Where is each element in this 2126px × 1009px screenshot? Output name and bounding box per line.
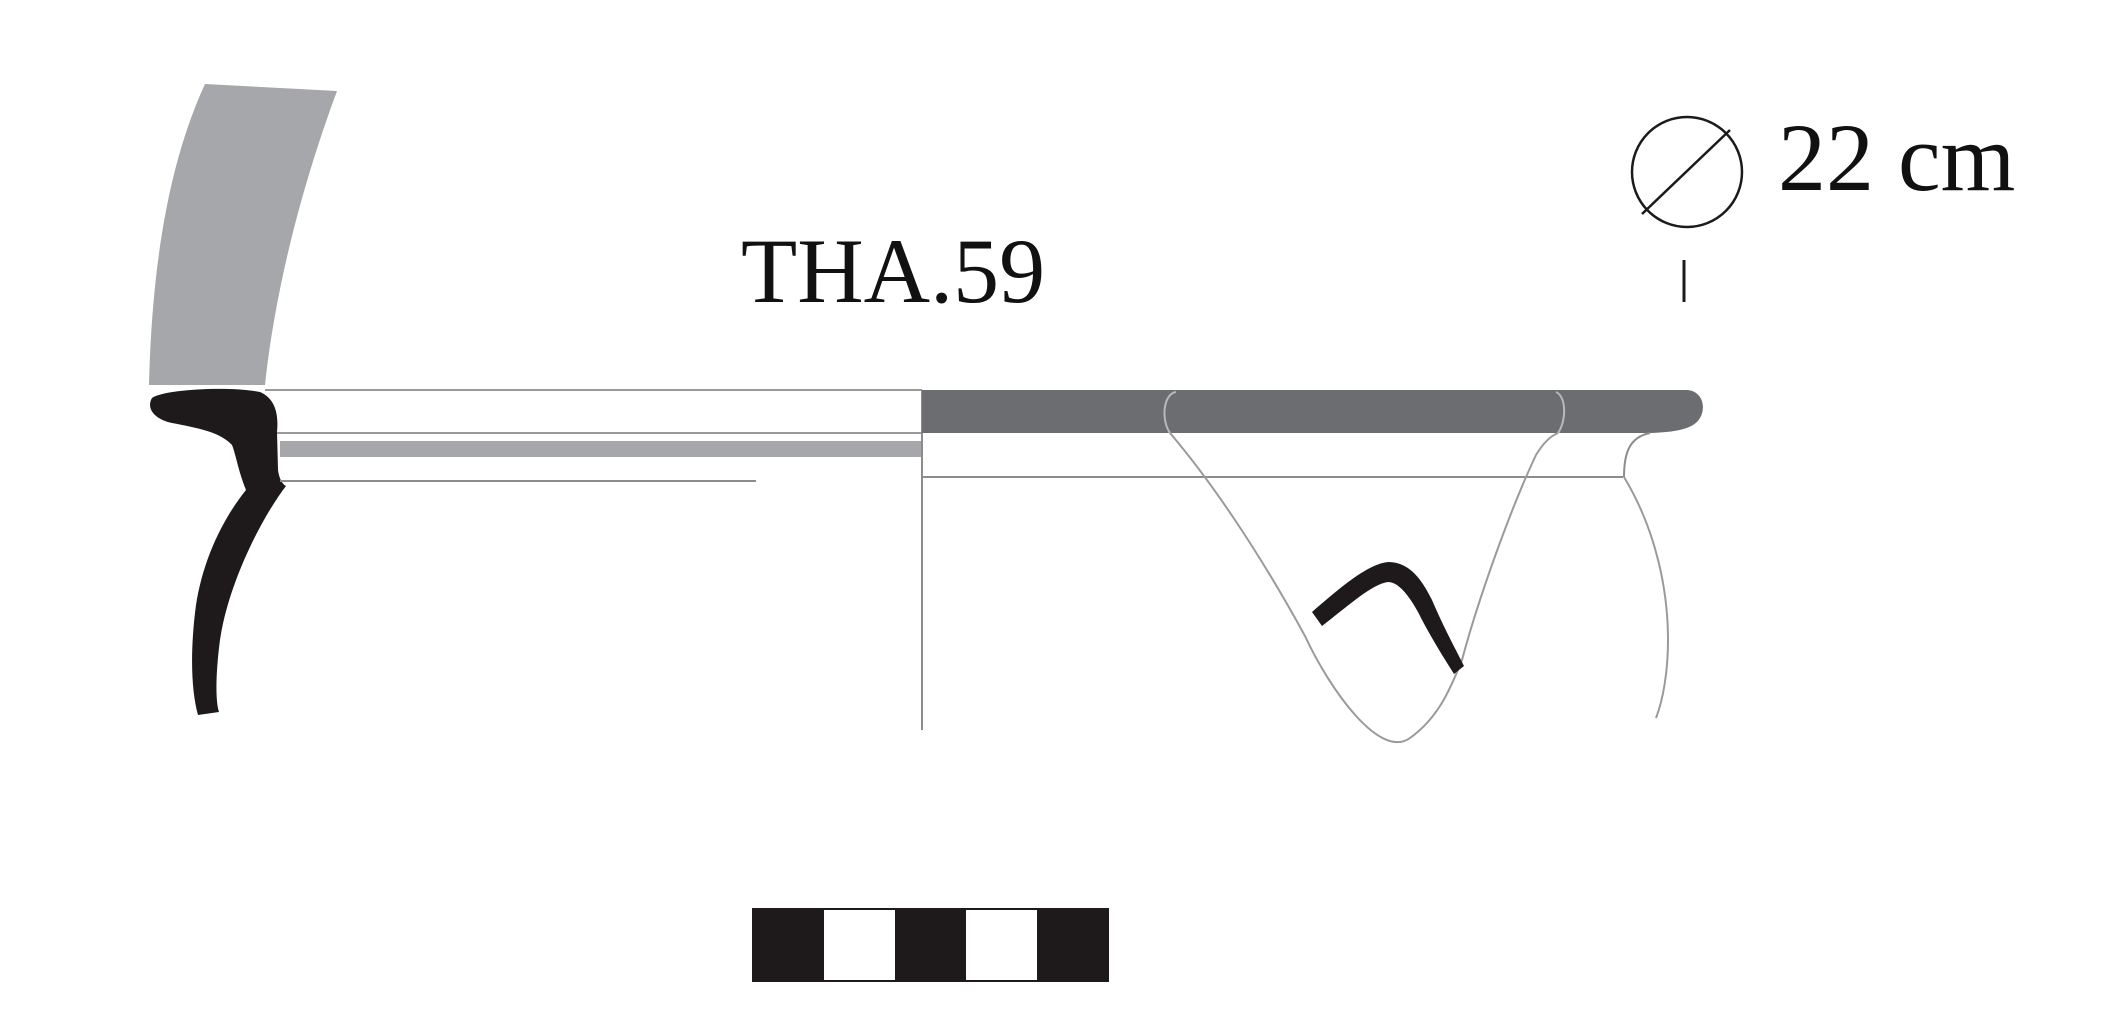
catalogue-number: THA.59 (741, 220, 1045, 322)
exterior-wall-grey (149, 84, 337, 385)
diameter-icon (1632, 117, 1742, 227)
neck-right-edge (1624, 433, 1650, 477)
scale-segment-3 (895, 909, 966, 981)
scale-bar (753, 909, 1108, 981)
scale-segment-1 (753, 909, 824, 981)
handle-section (1312, 562, 1464, 674)
section-profile (150, 389, 286, 715)
rim-inner-band (280, 441, 922, 457)
body-profile-right (1624, 477, 1668, 718)
diameter-label: 22 cm (1778, 104, 2015, 211)
rim-band-exterior (922, 390, 1703, 433)
scale-segment-5 (1037, 909, 1108, 981)
